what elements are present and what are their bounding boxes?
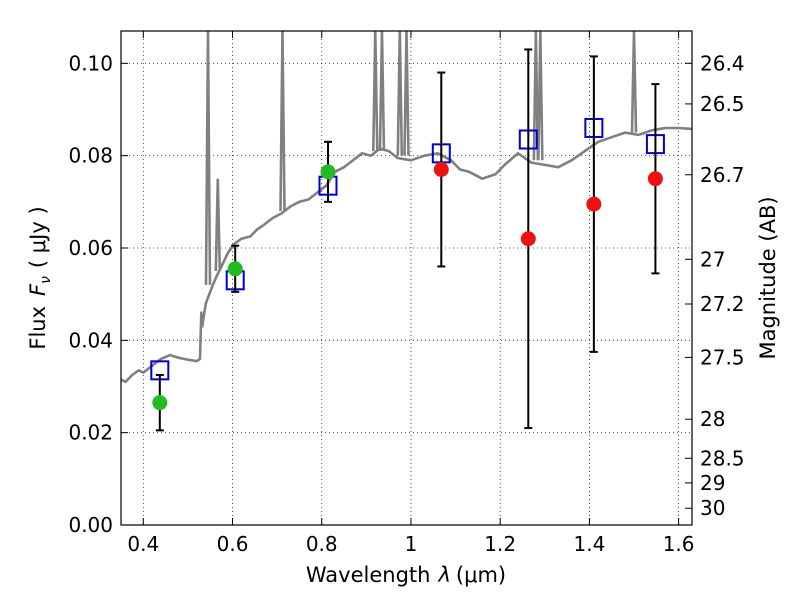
observed-point	[520, 231, 536, 247]
y-tick-label: 0.10	[68, 51, 113, 75]
y-tick-label: 0.00	[68, 513, 113, 537]
emission-line-spike	[630, 31, 638, 133]
y2-tick-label: 30	[700, 496, 725, 520]
x-axis-label: Wavelength λ (μm)	[306, 563, 506, 587]
observed-point	[433, 162, 449, 178]
y-axis-label: FluxFν( μJy )	[26, 206, 54, 349]
x-tick-label: 0.6	[217, 532, 249, 556]
x-tick-label: 1.6	[663, 532, 695, 556]
plot-area	[121, 31, 692, 432]
emission-line-spike	[204, 31, 212, 285]
y-tick-label: 0.08	[68, 144, 113, 168]
x-tick-label: 1	[405, 532, 418, 556]
emission-line-spike	[371, 31, 379, 152]
observed-point	[320, 164, 336, 180]
x-tick-label: 1.4	[573, 532, 605, 556]
y2-tick-label: 28	[700, 407, 725, 431]
axes-frame	[120, 30, 693, 526]
y2-tick-label: 27.5	[700, 345, 745, 369]
y2-tick-label: 26.5	[700, 92, 745, 116]
observed-point	[647, 171, 663, 187]
y2-tick-label: 26.4	[700, 51, 745, 75]
emission-line-spike	[532, 31, 540, 161]
x-tick-label: 1.2	[484, 532, 516, 556]
spectrum-line	[121, 126, 692, 384]
y2-tick-label: 28.5	[700, 446, 745, 470]
y2-axis-label: Magnitude (AB)	[756, 196, 780, 359]
y2-tick-label: 27.2	[700, 292, 745, 316]
y-tick-label: 0.02	[68, 421, 113, 445]
y-tick-label: 0.06	[68, 236, 113, 260]
emission-line-spike	[537, 31, 544, 161]
emission-line-spike	[403, 31, 410, 156]
observed-point	[586, 196, 602, 212]
y2-tick-label: 29	[700, 471, 725, 495]
emission-line-spike	[378, 31, 386, 152]
x-tick-label: 0.8	[306, 532, 338, 556]
emission-line-spike	[214, 178, 222, 272]
x-tick-label: 0.4	[127, 532, 159, 556]
y2-tick-label: 27	[700, 247, 725, 271]
emission-line-spike	[279, 31, 286, 212]
y2-tick-label: 26.7	[700, 163, 745, 187]
y-tick-label: 0.04	[68, 328, 113, 352]
observed-point	[227, 261, 243, 277]
observed-point	[152, 395, 168, 411]
axis-ticks: 0.4 0.6 0.8 1 1.2 1.4 1.6 0.00 0.02 0.04 0.06 0.08 0…	[68, 31, 745, 556]
emission-line-spike	[396, 31, 404, 156]
